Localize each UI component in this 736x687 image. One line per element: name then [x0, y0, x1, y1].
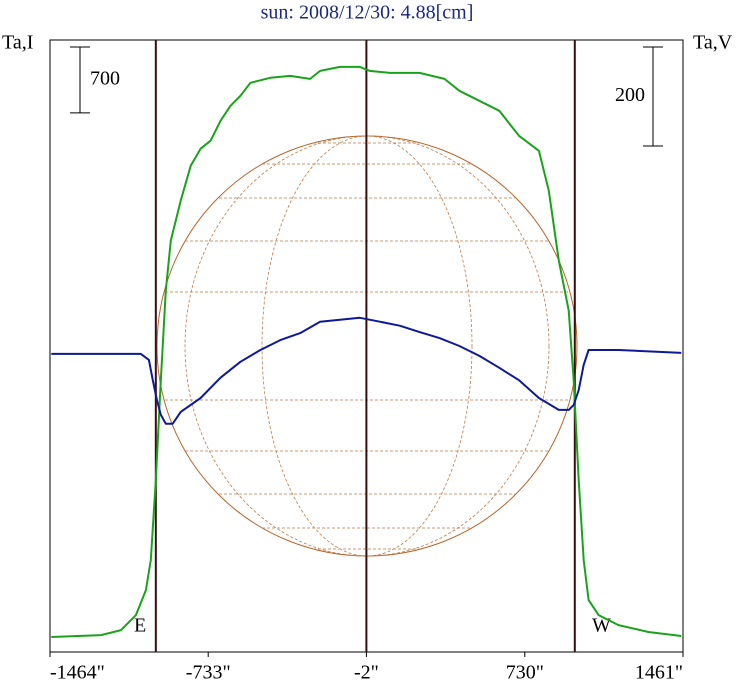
scale-bar-label: 700 [90, 68, 120, 90]
x-tick-label: -2" [354, 662, 379, 684]
series-line [51, 65, 682, 638]
annotation: E [134, 615, 146, 637]
x-tick-label: 730" [506, 662, 544, 684]
x-tick-label: 1461" [635, 662, 683, 684]
annotation: W [592, 615, 611, 637]
x-tick-label: -733" [186, 662, 231, 684]
y2-axis-label: Ta,V [693, 32, 733, 54]
scale-bar-label: 200 [615, 84, 645, 106]
y-axis-label: Ta,I [2, 32, 33, 54]
chart-title: sun: 2008/12/30: 4.88[cm] [261, 2, 474, 24]
series-line [51, 316, 682, 425]
x-tick-label: -1464" [50, 662, 105, 684]
